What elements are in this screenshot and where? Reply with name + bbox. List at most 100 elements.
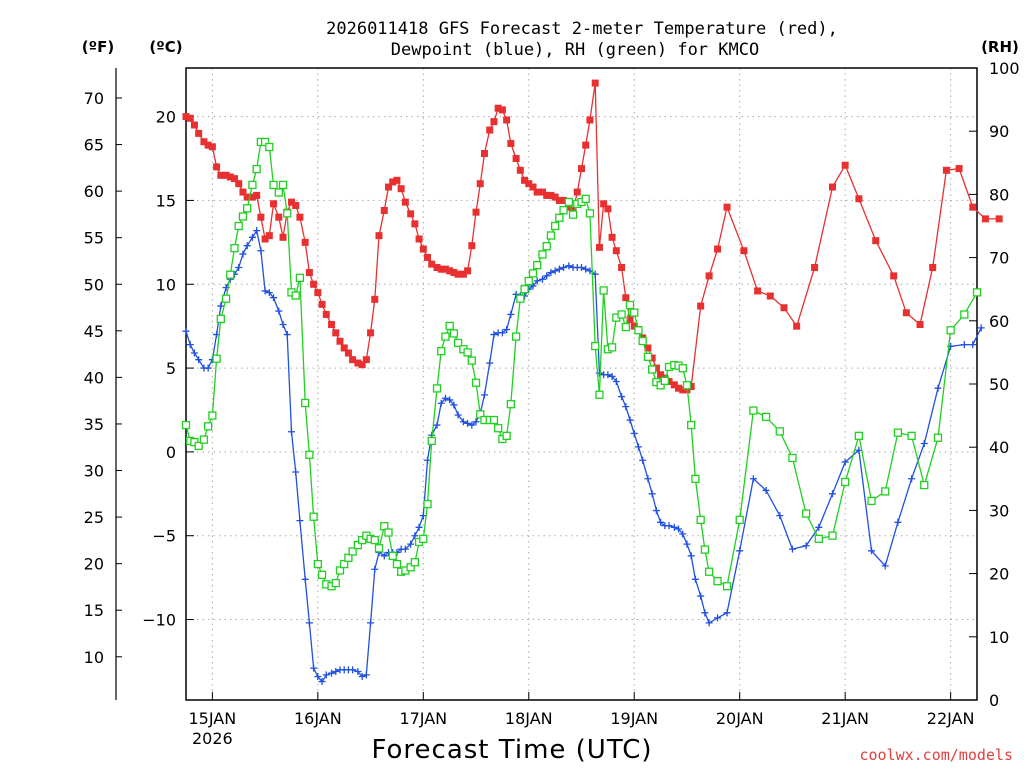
temperature-point — [494, 104, 502, 112]
temperature-point — [437, 265, 445, 273]
rh-point — [295, 273, 305, 282]
dewpoint-point — [411, 532, 419, 540]
temperature-point — [441, 265, 449, 273]
temperature-point — [446, 267, 454, 275]
temperature-point — [555, 196, 563, 204]
dewpoint-point — [235, 263, 243, 271]
temperature-point — [371, 295, 379, 303]
dewpoint-point — [714, 614, 722, 622]
temperature-point — [586, 116, 594, 124]
dewpoint-point — [565, 262, 573, 270]
fahrenheit-tick-label: 70 — [84, 89, 104, 108]
rh-point — [331, 578, 340, 588]
rh-point — [269, 180, 278, 190]
rh-point — [340, 559, 349, 569]
temperature-point — [476, 180, 484, 188]
rh-point — [353, 541, 363, 550]
rh-point — [370, 535, 379, 545]
dewpoint-point — [204, 364, 212, 372]
temperature-point — [301, 238, 309, 246]
dewpoint-point — [275, 307, 283, 315]
rh-point — [638, 336, 647, 346]
dewpoint-point — [243, 242, 251, 250]
dewpoint-point — [354, 668, 362, 676]
temperature-point — [560, 196, 568, 204]
rh-point — [907, 431, 916, 440]
temperature-point — [648, 354, 656, 362]
dewpoint-point — [802, 542, 810, 550]
temperature-point — [261, 235, 269, 243]
dewpoint-point — [217, 302, 225, 310]
dewpoint-point — [894, 518, 902, 526]
dewpoint-point — [362, 671, 370, 679]
temperature-point — [411, 220, 419, 228]
temperature-point — [248, 193, 256, 201]
fahrenheit-tick-label: 40 — [84, 368, 104, 387]
dewpoint-point — [648, 490, 656, 498]
rh-tick-label: 20 — [989, 565, 1009, 584]
fahrenheit-tick-label: 25 — [84, 508, 104, 527]
rh-point — [283, 209, 292, 218]
fahrenheit-tick-label: 45 — [84, 322, 104, 341]
rh-point — [516, 294, 525, 303]
rh-point — [595, 390, 604, 399]
temperature-point — [332, 329, 340, 337]
temperature-point — [217, 171, 225, 179]
temperature-point — [697, 302, 705, 310]
temperature-point — [472, 208, 480, 216]
temperature-point — [551, 193, 559, 201]
rh-tick-label: 60 — [989, 312, 1009, 331]
rh-point — [538, 250, 547, 259]
dewpoint-point — [582, 265, 590, 273]
temperature-point — [780, 304, 788, 312]
rh-point — [260, 137, 270, 147]
rh-point — [524, 276, 533, 286]
temperature-point — [419, 245, 427, 253]
rh-point — [854, 431, 864, 440]
rh-point — [388, 551, 397, 561]
dewpoint-point — [450, 401, 458, 409]
dewpoint-point — [960, 341, 968, 349]
dewpoint-point — [507, 310, 515, 318]
rh-point — [243, 204, 252, 213]
rh-point — [392, 559, 402, 569]
rh-point — [585, 209, 595, 218]
dewpoint-point — [705, 619, 713, 627]
temperature-point — [533, 188, 541, 196]
temperature-point — [612, 247, 620, 255]
temperature-point — [428, 260, 436, 268]
rh-point — [722, 582, 732, 591]
temperature-point — [336, 337, 344, 345]
dewpoint-point — [841, 458, 849, 466]
rh-point — [309, 512, 318, 521]
rh-point — [617, 310, 626, 319]
rh-point — [291, 291, 300, 300]
dewpoint-point — [578, 263, 585, 271]
rh-point — [301, 398, 310, 408]
temperature-point — [265, 232, 273, 240]
rh-point — [445, 321, 454, 331]
temperature-point — [208, 143, 216, 151]
rh-point — [252, 164, 261, 174]
dewpoint-point — [560, 263, 568, 271]
dewpoint-point — [512, 290, 520, 298]
temperature-point — [547, 191, 555, 199]
rh-point — [453, 338, 463, 348]
rh-point — [348, 547, 357, 556]
temperature-point — [367, 329, 375, 337]
x-tick-year: 2026 — [192, 729, 233, 748]
dewpoint-point — [736, 547, 744, 555]
x-tick-label: 21JAN — [821, 709, 869, 728]
rh-point — [687, 420, 696, 430]
temperature-point — [521, 176, 529, 184]
temperature-point — [340, 344, 348, 352]
temperature-point — [397, 185, 405, 193]
dewpoint-point — [604, 371, 612, 379]
temperature-point — [424, 253, 432, 261]
dewpoint-point — [679, 530, 687, 538]
temperature-point — [204, 141, 212, 149]
dewpoint-point — [441, 394, 449, 402]
rh-tick-label: 0 — [989, 691, 999, 710]
temperature-point — [384, 183, 392, 191]
rh-tick-label: 10 — [989, 628, 1009, 647]
